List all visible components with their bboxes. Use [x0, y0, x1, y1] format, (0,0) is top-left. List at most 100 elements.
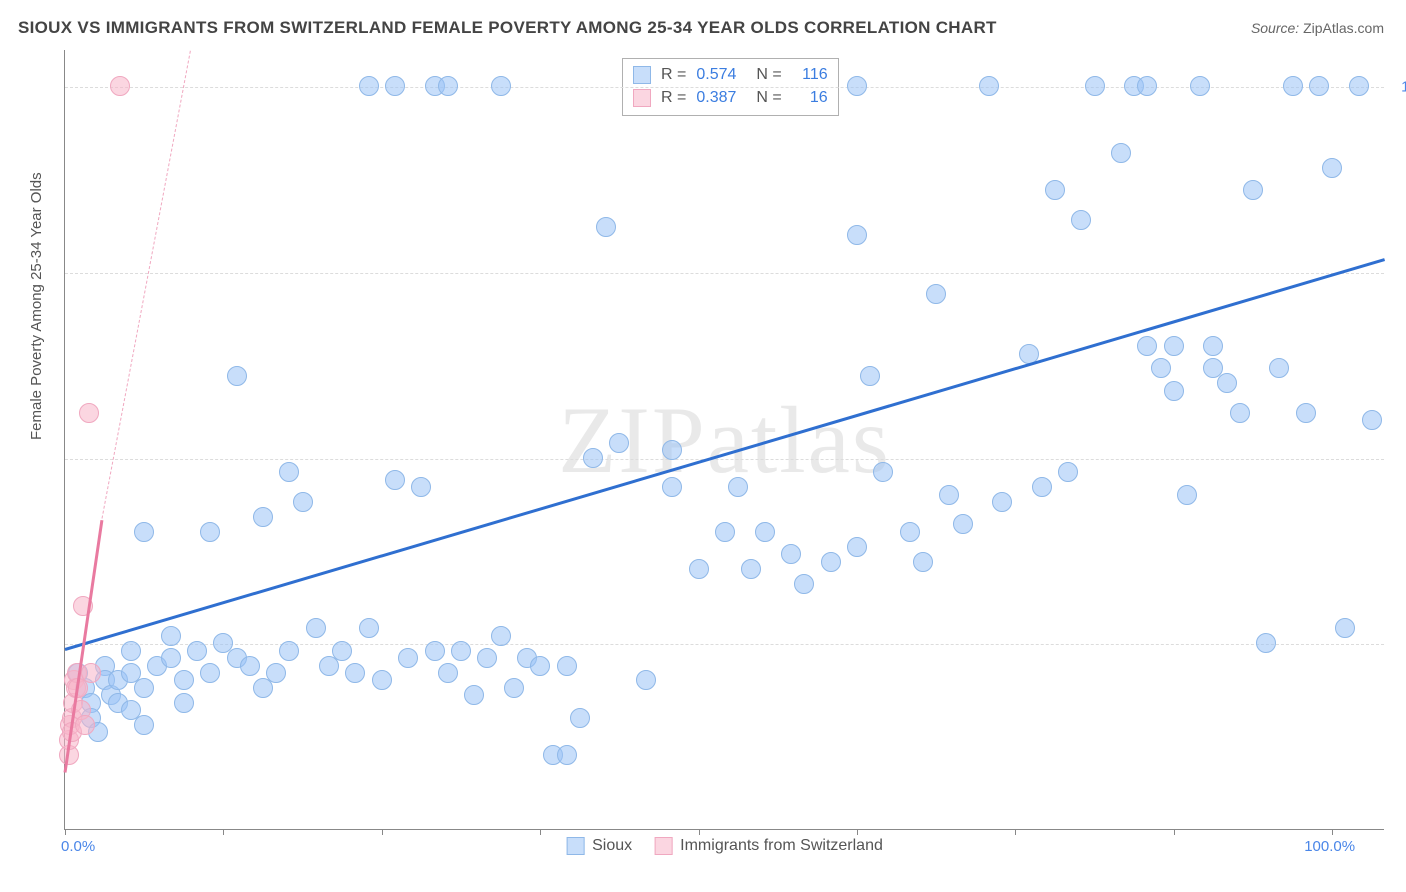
data-point: [75, 715, 95, 735]
trend-line: [65, 258, 1386, 651]
data-point: [741, 559, 761, 579]
stats-row: R =0.574N =116: [633, 63, 828, 86]
scatter-chart: ZIPatlas R =0.574N =116R =0.387N =16 Sio…: [64, 50, 1384, 830]
data-point: [781, 544, 801, 564]
source-attribution: Source: ZipAtlas.com: [1251, 20, 1384, 36]
legend-item: Immigrants from Switzerland: [654, 837, 883, 855]
data-point: [464, 685, 484, 705]
bottom-legend: Sioux Immigrants from Switzerland: [566, 837, 883, 855]
data-point: [359, 76, 379, 96]
data-point: [81, 663, 101, 683]
data-point: [1230, 403, 1250, 423]
data-point: [1151, 358, 1171, 378]
y-axis-label: Female Poverty Among 25-34 Year Olds: [28, 172, 45, 440]
data-point: [398, 648, 418, 668]
data-point: [636, 670, 656, 690]
source-label: Source:: [1251, 20, 1299, 36]
data-point: [1164, 381, 1184, 401]
data-point: [847, 76, 867, 96]
data-point: [1203, 336, 1223, 356]
data-point: [913, 552, 933, 572]
stats-row: R =0.387N =16: [633, 86, 828, 109]
data-point: [1296, 403, 1316, 423]
data-point: [359, 618, 379, 638]
data-point: [253, 507, 273, 527]
data-point: [134, 522, 154, 542]
data-point: [266, 663, 286, 683]
x-tick: [1332, 829, 1333, 835]
data-point: [134, 715, 154, 735]
legend-swatch: [654, 837, 672, 855]
data-point: [451, 641, 471, 661]
data-point: [953, 514, 973, 534]
data-point: [557, 656, 577, 676]
data-point: [293, 492, 313, 512]
legend-label: Sioux: [592, 837, 632, 855]
data-point: [847, 537, 867, 557]
data-point: [979, 76, 999, 96]
legend-item: Sioux: [566, 837, 632, 855]
legend-swatch: [566, 837, 584, 855]
data-point: [372, 670, 392, 690]
legend-swatch: [633, 89, 651, 107]
source-value: ZipAtlas.com: [1303, 20, 1384, 36]
data-point: [1203, 358, 1223, 378]
data-point: [926, 284, 946, 304]
data-point: [992, 492, 1012, 512]
y-tick-label: 100.0%: [1401, 79, 1406, 96]
data-point: [728, 477, 748, 497]
data-point: [110, 76, 130, 96]
data-point: [1335, 618, 1355, 638]
data-point: [873, 462, 893, 482]
data-point: [1137, 76, 1157, 96]
data-point: [200, 663, 220, 683]
data-point: [1217, 373, 1237, 393]
data-point: [411, 477, 431, 497]
data-point: [1322, 158, 1342, 178]
data-point: [1058, 462, 1078, 482]
data-point: [1111, 143, 1131, 163]
data-point: [79, 403, 99, 423]
data-point: [385, 76, 405, 96]
legend-label: Immigrants from Switzerland: [680, 837, 883, 855]
data-point: [662, 477, 682, 497]
data-point: [161, 648, 181, 668]
gridline-horizontal: [65, 644, 1384, 645]
x-tick-label: 0.0%: [61, 838, 95, 855]
gridline-horizontal: [65, 87, 1384, 88]
data-point: [491, 626, 511, 646]
data-point: [438, 663, 458, 683]
data-point: [438, 76, 458, 96]
data-point: [570, 708, 590, 728]
gridline-horizontal: [65, 459, 1384, 460]
data-point: [939, 485, 959, 505]
data-point: [821, 552, 841, 572]
data-point: [227, 366, 247, 386]
data-point: [609, 433, 629, 453]
data-point: [491, 76, 511, 96]
data-point: [860, 366, 880, 386]
data-point: [1071, 210, 1091, 230]
x-tick: [382, 829, 383, 835]
data-point: [174, 693, 194, 713]
chart-title: SIOUX VS IMMIGRANTS FROM SWITZERLAND FEM…: [18, 18, 997, 38]
data-point: [1362, 410, 1382, 430]
data-point: [200, 522, 220, 542]
data-point: [596, 217, 616, 237]
data-point: [530, 656, 550, 676]
gridline-horizontal: [65, 273, 1384, 274]
x-tick: [699, 829, 700, 835]
data-point: [1283, 76, 1303, 96]
x-tick: [540, 829, 541, 835]
x-tick: [65, 829, 66, 835]
data-point: [121, 641, 141, 661]
data-point: [755, 522, 775, 542]
data-point: [689, 559, 709, 579]
data-point: [134, 678, 154, 698]
data-point: [583, 448, 603, 468]
data-point: [1243, 180, 1263, 200]
data-point: [306, 618, 326, 638]
data-point: [1137, 336, 1157, 356]
data-point: [477, 648, 497, 668]
data-point: [279, 641, 299, 661]
